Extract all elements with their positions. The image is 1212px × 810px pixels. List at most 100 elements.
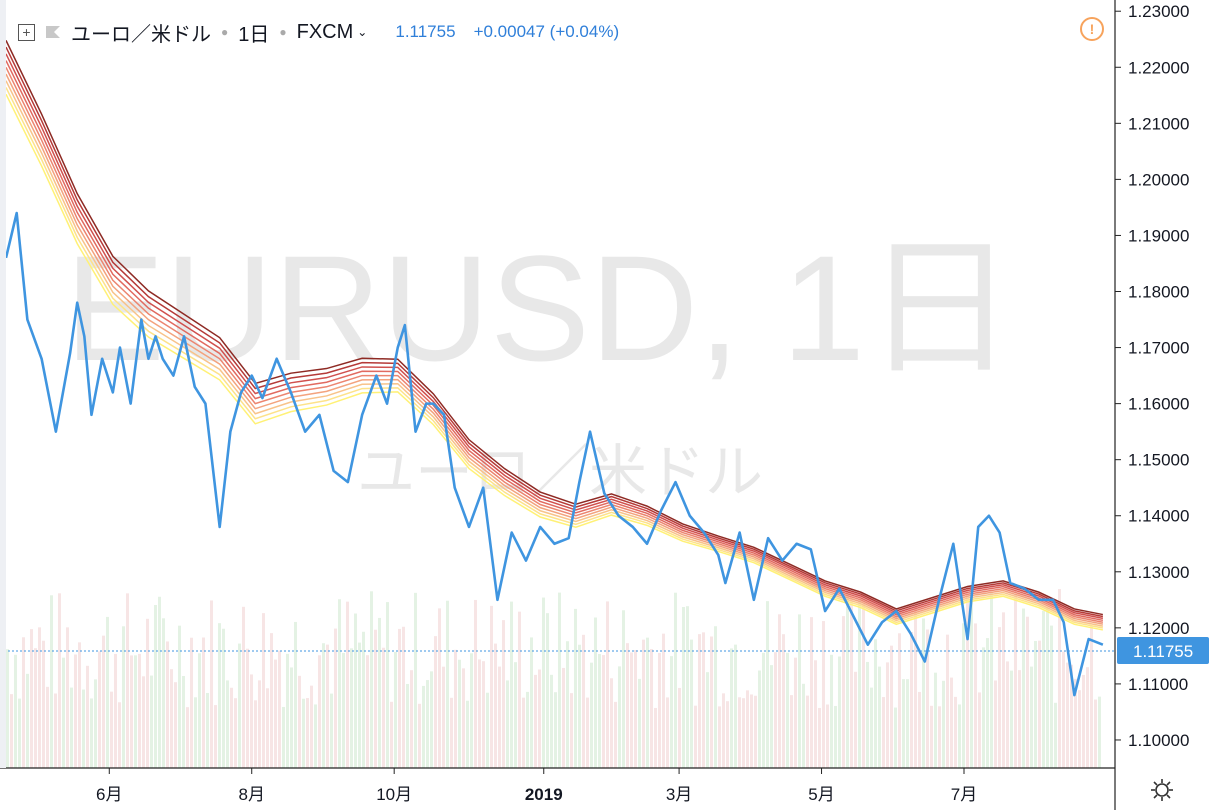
- volume-bar: [558, 592, 561, 768]
- volume-bar: [102, 635, 105, 768]
- volume-bar: [218, 623, 221, 768]
- volume-bar: [482, 661, 485, 768]
- volume-bar: [750, 694, 753, 768]
- volume-bar: [526, 691, 529, 768]
- volume-bar: [114, 653, 117, 768]
- volume-bar: [386, 602, 389, 768]
- volume-bar: [574, 608, 577, 768]
- volume-bar: [594, 617, 597, 768]
- y-tick-label: 1.10000: [1128, 731, 1189, 750]
- volume-bar: [814, 660, 817, 768]
- volume-bar: [550, 674, 553, 768]
- volume-bar: [1078, 690, 1081, 768]
- volume-bar: [798, 614, 801, 768]
- volume-bar: [334, 628, 337, 768]
- volume-bar: [514, 662, 517, 768]
- volume-bar: [170, 669, 173, 768]
- chart-header: + ユーロ／米ドル ● 1日 ● FXCM ⌄ 1.11755 +0.00047 …: [18, 18, 619, 46]
- volume-bar: [794, 657, 797, 768]
- volume-bar: [402, 626, 405, 768]
- volume-bar: [290, 667, 293, 768]
- left-edge-strip: [0, 0, 6, 768]
- time-scale[interactable]: 6月 8月 10月 2019 3月 5月 7月: [96, 768, 977, 804]
- volume-bar: [898, 633, 901, 768]
- volume-bar: [174, 682, 177, 768]
- volume-bar: [934, 672, 937, 768]
- volume-bar: [1098, 696, 1101, 768]
- exchange-label[interactable]: FXCM: [296, 20, 354, 43]
- y-tick-label: 1.17000: [1128, 339, 1189, 358]
- volume-bar: [534, 674, 537, 768]
- volume-bar: [906, 679, 909, 768]
- volume-bar: [134, 655, 137, 768]
- volume-bar: [70, 687, 73, 768]
- volume-bar: [938, 706, 941, 768]
- volume-bar: [758, 670, 761, 768]
- volume-bar: [566, 641, 569, 768]
- volume-bar: [430, 671, 433, 768]
- volume-bar: [274, 659, 277, 768]
- volume-bar: [298, 675, 301, 768]
- volume-bar: [366, 655, 369, 768]
- x-tick-label: 6月: [96, 785, 122, 804]
- volume-bar: [330, 693, 333, 768]
- price-line: [4, 211, 1104, 697]
- volume-bar: [322, 643, 325, 768]
- volume-bar: [806, 695, 809, 768]
- volume-bar: [354, 613, 357, 768]
- price-scale[interactable]: 1.23000 1.22000 1.21000 1.20000 1.19000 1.180…: [1115, 2, 1189, 750]
- volume-bar: [314, 704, 317, 768]
- volume-bar: [918, 691, 921, 768]
- volume-bar: [54, 693, 57, 768]
- volume-bar: [654, 707, 657, 768]
- volume-bar: [222, 628, 225, 768]
- volume-bar: [726, 701, 729, 768]
- settings-gear-icon[interactable]: [1150, 778, 1174, 802]
- volume-bar: [250, 674, 253, 768]
- y-tick-label: 1.14000: [1128, 507, 1189, 526]
- interval-label[interactable]: 1日: [238, 23, 270, 46]
- volume-bar: [542, 597, 545, 768]
- volume-bar: [630, 652, 633, 768]
- separator-dot: ●: [221, 25, 229, 39]
- expand-icon[interactable]: +: [18, 23, 35, 41]
- volume-bar: [86, 665, 89, 768]
- volume-bar: [694, 705, 697, 768]
- volume-bar: [786, 652, 789, 768]
- volume-bar: [922, 618, 925, 768]
- volume-bar: [1026, 616, 1029, 768]
- warning-icon[interactable]: !: [1080, 17, 1104, 41]
- volume-bar: [494, 643, 497, 768]
- volume-bar: [950, 677, 953, 768]
- volume-bar: [638, 678, 641, 768]
- volume-bar: [138, 653, 141, 768]
- volume-bar: [214, 705, 217, 768]
- volume-bar: [22, 637, 25, 768]
- volume-bar: [774, 652, 777, 768]
- volume-bar: [474, 599, 477, 768]
- moving-average-line: [5, 46, 1104, 618]
- y-tick-label: 1.22000: [1128, 58, 1189, 77]
- volume-bar: [266, 688, 269, 768]
- volume-bar: [678, 687, 681, 768]
- symbol-name[interactable]: ユーロ／米ドル: [71, 23, 211, 46]
- volume-bar: [358, 642, 361, 768]
- chevron-down-icon[interactable]: ⌄: [357, 25, 368, 39]
- volume-bar: [130, 655, 133, 768]
- volume-bar: [234, 698, 237, 768]
- volume-bar: [790, 695, 793, 768]
- volume-bar: [434, 636, 437, 768]
- volume-bar: [710, 636, 713, 768]
- moving-average-line: [5, 60, 1104, 622]
- volume-bar: [674, 592, 677, 768]
- y-tick-label: 1.18000: [1128, 283, 1189, 302]
- volume-bar: [610, 678, 613, 768]
- volume-bars: [6, 589, 1101, 768]
- volume-bar: [538, 669, 541, 768]
- volume-bar: [306, 698, 309, 768]
- volume-bar: [698, 634, 701, 768]
- volume-bar: [230, 687, 233, 768]
- volume-bar: [270, 633, 273, 768]
- volume-bar: [990, 591, 993, 768]
